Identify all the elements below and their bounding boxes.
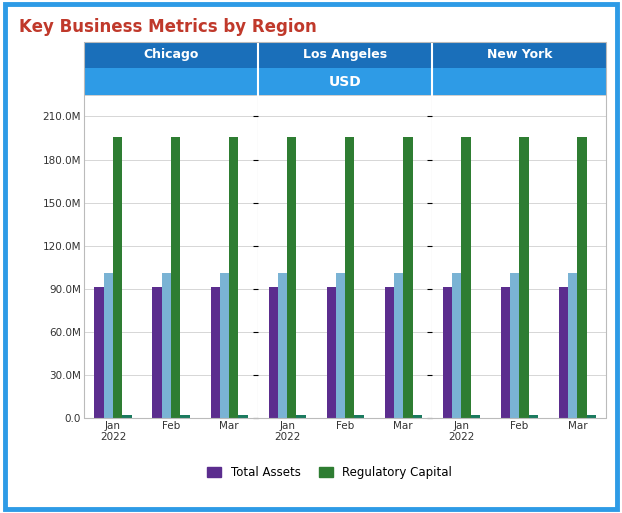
Bar [162, 273, 171, 418]
Bar [123, 415, 132, 418]
Bar [287, 136, 297, 418]
Bar [229, 136, 238, 418]
Text: USD: USD [329, 74, 361, 89]
Bar [568, 273, 577, 418]
Bar [403, 136, 412, 418]
Text: Los Angeles: Los Angeles [303, 48, 388, 62]
Text: Key Business Metrics by Region: Key Business Metrics by Region [19, 18, 317, 36]
Bar [345, 136, 355, 418]
Bar [443, 287, 452, 418]
Bar [452, 273, 462, 418]
Bar [587, 415, 596, 418]
Bar [510, 273, 519, 418]
Text: Chicago: Chicago [143, 48, 199, 62]
Bar [95, 287, 104, 418]
Bar [113, 136, 123, 418]
Bar [238, 415, 248, 418]
Bar [529, 415, 538, 418]
Bar [412, 415, 422, 418]
Bar [394, 273, 403, 418]
Bar [384, 287, 394, 418]
Bar [471, 415, 480, 418]
Bar [327, 287, 336, 418]
Bar [171, 136, 180, 418]
Bar [559, 287, 568, 418]
Bar [355, 415, 364, 418]
Bar [462, 136, 471, 418]
Bar [577, 136, 587, 418]
Bar [210, 287, 220, 418]
Bar [152, 287, 162, 418]
Bar [501, 287, 510, 418]
Bar [336, 273, 345, 418]
Bar [278, 273, 287, 418]
Bar [269, 287, 278, 418]
Bar [220, 273, 229, 418]
Bar [104, 273, 113, 418]
Legend: Total Assets, Regulatory Capital: Total Assets, Regulatory Capital [203, 462, 457, 484]
Text: New York: New York [486, 48, 552, 62]
Bar [180, 415, 190, 418]
Bar [519, 136, 529, 418]
Bar [297, 415, 306, 418]
